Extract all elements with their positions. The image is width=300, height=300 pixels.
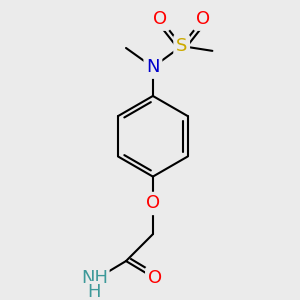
Text: O: O bbox=[148, 269, 162, 287]
Text: NH: NH bbox=[81, 269, 108, 287]
Text: H: H bbox=[88, 283, 101, 300]
Text: O: O bbox=[146, 194, 160, 212]
Text: O: O bbox=[196, 10, 210, 28]
Text: S: S bbox=[176, 37, 188, 55]
Text: N: N bbox=[146, 58, 160, 76]
Text: O: O bbox=[154, 10, 168, 28]
